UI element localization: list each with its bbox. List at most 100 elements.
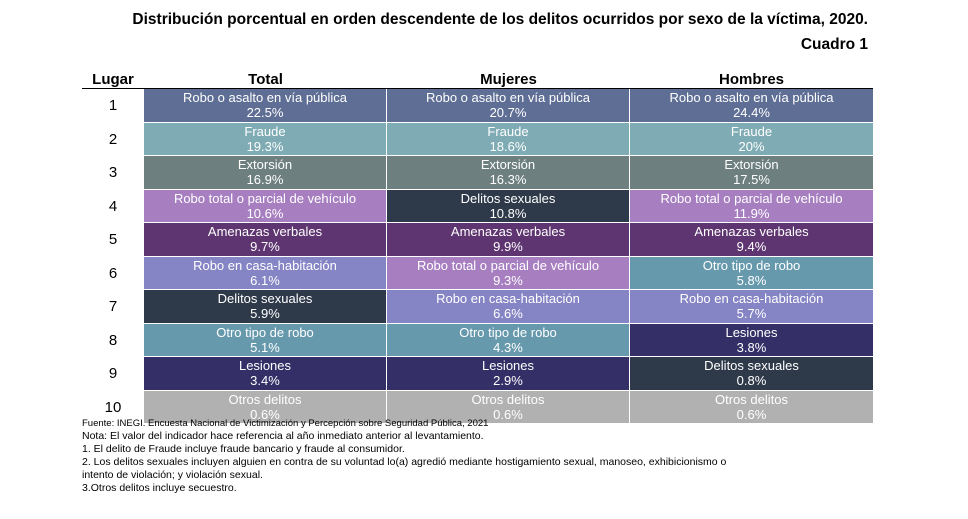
crime-percentage: 9.7%	[250, 239, 280, 255]
crime-label: Lesiones	[238, 358, 292, 374]
footnotes: Fuente: INEGI. Encuesta Nacional de Vict…	[82, 417, 726, 495]
cell-hombres: Fraude 20%	[630, 122, 873, 156]
table-row: 3 Extorsión 16.9% Extorsión 16.3% Extorsión 17…	[82, 156, 873, 190]
header-rank: Lugar	[82, 68, 144, 89]
rank-cell: 4	[108, 197, 118, 215]
crime-percentage: 10.8%	[489, 205, 527, 221]
rank-cell: 9	[108, 365, 118, 383]
cell-total: Robo total o parcial de vehículo 10.6%	[144, 189, 387, 223]
footnote-2: 2. Los delitos sexuales incluyen alguien…	[82, 456, 727, 481]
cell-mujeres: Robo en casa-habitación 6.6%	[387, 290, 630, 324]
crime-label: Fraude	[244, 123, 286, 139]
crime-percentage: 16.3%	[489, 172, 527, 188]
header-total: Total	[144, 68, 387, 89]
cell-hombres: Otros delitos 0.6%	[630, 390, 873, 424]
cell-hombres: Amenazas verbales 9.4%	[630, 223, 873, 257]
crime-percentage: 16.9%	[246, 172, 284, 188]
crime-percentage: 5.1%	[250, 339, 280, 355]
crime-label: Amenazas verbales	[450, 224, 566, 240]
cell-total: Delitos sexuales 5.9%	[144, 290, 387, 324]
cell-total: Otro tipo de robo 5.1%	[144, 323, 387, 357]
crime-label: Robo o asalto en vía pública	[669, 90, 834, 106]
crime-percentage: 20.7%	[489, 105, 527, 121]
crime-label: Delitos sexuales	[704, 358, 799, 374]
crime-distribution-table: Lugar Total Mujeres Hombres 1 Robo o asal…	[82, 68, 873, 424]
crime-percentage: 3.8%	[736, 339, 767, 355]
cell-mujeres: Delitos sexuales 10.8%	[387, 189, 630, 223]
table-row: 8 Otro tipo de robo 5.1% Otro tipo de robo 4…	[82, 323, 873, 357]
cell-hombres: Lesiones 3.8%	[630, 323, 873, 357]
table-row: 10 Otros delitos 0.6% Otros delitos 0.6% Otro…	[82, 390, 873, 424]
rank-cell: 3	[108, 164, 118, 182]
crime-label: Otro tipo de robo	[459, 324, 557, 340]
crime-label: Fraude	[730, 123, 773, 139]
table-row: 1 Robo o asalto en vía pública 22.5% Robo o…	[82, 89, 873, 123]
crime-percentage: 0.8%	[736, 373, 767, 389]
crime-percentage: 10.6%	[246, 205, 284, 221]
crime-label: Extorsión	[480, 157, 536, 173]
table-row: 7 Delitos sexuales 5.9% Robo en casa-habita…	[82, 290, 873, 324]
crime-percentage: 17.5%	[733, 172, 770, 188]
cell-hombres: Otro tipo de robo 5.8%	[630, 256, 873, 290]
indicator-note: Nota: El valor del indicador hace refere…	[82, 430, 484, 442]
crime-label: Extorsión	[724, 157, 779, 173]
cell-hombres: Robo o asalto en vía pública 24.4%	[630, 89, 873, 123]
rank-cell: 6	[108, 264, 118, 282]
crime-label: Robo total o parcial de vehículo	[660, 190, 843, 206]
crime-label: Amenazas verbales	[207, 224, 323, 240]
crime-label: Robo en casa-habitación	[193, 257, 337, 273]
cell-mujeres: Fraude 18.6%	[387, 122, 630, 156]
footnote-1: 1. El delito de Fraude incluye fraude ba…	[82, 443, 405, 455]
table-number: Cuadro 1	[800, 36, 868, 53]
crime-label: Otros delitos	[228, 391, 302, 407]
crime-label: Robo en casa-habitación	[436, 291, 580, 307]
crime-percentage: 9.3%	[493, 272, 523, 288]
crime-percentage: 6.6%	[493, 306, 523, 322]
page-title: Distribución porcentual en orden descend…	[132, 11, 868, 28]
crime-percentage: 22.5%	[246, 105, 284, 121]
cell-total: Extorsión 16.9%	[144, 156, 387, 190]
crime-percentage: 5.9%	[250, 306, 280, 322]
cell-total: Robo en casa-habitación 6.1%	[144, 256, 387, 290]
crime-percentage: 0.6%	[736, 406, 767, 422]
crime-percentage: 6.1%	[250, 272, 280, 288]
cell-mujeres: Robo total o parcial de vehículo 9.3%	[387, 256, 630, 290]
crime-percentage: 9.9%	[493, 239, 523, 255]
rank-cell: 5	[108, 231, 118, 249]
rank-cell: 8	[108, 331, 118, 349]
cell-mujeres: Robo o asalto en vía pública 20.7%	[387, 89, 630, 123]
rank-cell: 7	[108, 298, 118, 316]
crime-percentage: 3.4%	[250, 373, 280, 389]
crime-percentage: 2.9%	[493, 373, 523, 389]
cell-total: Robo o asalto en vía pública 22.5%	[144, 89, 387, 123]
crime-label: Delitos sexuales	[217, 291, 313, 307]
crime-percentage: 9.4%	[736, 239, 767, 255]
crime-label: Amenazas verbales	[694, 224, 809, 240]
cell-hombres: Extorsión 17.5%	[630, 156, 873, 190]
crime-percentage: 18.6%	[489, 138, 527, 154]
crime-label: Robo o asalto en vía pública	[182, 90, 348, 106]
crime-label: Otros delitos	[471, 391, 545, 407]
cell-total: Lesiones 3.4%	[144, 357, 387, 391]
crime-label: Robo en casa-habitación	[679, 291, 824, 307]
crime-percentage: 19.3%	[246, 138, 284, 154]
cell-hombres: Delitos sexuales 0.8%	[630, 357, 873, 391]
header-mujeres: Mujeres	[387, 68, 630, 89]
table-row: 6 Robo en casa-habitación 6.1% Robo total o…	[82, 256, 873, 290]
source-note: Fuente: INEGI. Encuesta Nacional de Vict…	[82, 418, 489, 429]
crime-label: Extorsión	[237, 157, 293, 173]
crime-percentage: 5.7%	[736, 306, 767, 322]
crime-label: Robo total o parcial de vehículo	[173, 190, 357, 206]
rank-cell: 2	[108, 130, 118, 148]
cell-mujeres: Amenazas verbales 9.9%	[387, 223, 630, 257]
footnote-3: 3.Otros delitos incluye secuestro.	[82, 482, 237, 494]
crime-percentage: 5.8%	[736, 272, 767, 288]
cell-hombres: Robo total o parcial de vehículo 11.9%	[630, 189, 873, 223]
crime-label: Fraude	[487, 123, 529, 139]
crime-percentage: 20%	[738, 138, 765, 154]
cell-hombres: Robo en casa-habitación 5.7%	[630, 290, 873, 324]
cell-total: Amenazas verbales 9.7%	[144, 223, 387, 257]
crime-label: Lesiones	[725, 324, 778, 340]
crime-label: Robo o asalto en vía pública	[425, 90, 591, 106]
cell-mujeres: Otro tipo de robo 4.3%	[387, 323, 630, 357]
